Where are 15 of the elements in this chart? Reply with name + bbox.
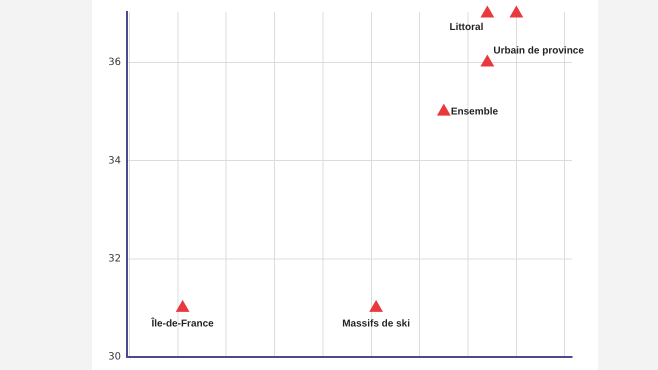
point	[480, 6, 494, 18]
series-label: Ensemble	[450, 106, 498, 118]
point	[510, 6, 523, 18]
point	[437, 104, 450, 116]
y-tick-label: 32	[108, 253, 121, 264]
series-label: Urbain de province	[493, 45, 584, 56]
point	[370, 300, 383, 312]
series-label: Île-de-France	[150, 318, 214, 330]
y-tick-label: 36	[108, 57, 121, 68]
point	[176, 300, 190, 312]
series-label: Littoral	[449, 22, 484, 34]
point	[480, 55, 494, 67]
y-tick-label: 30	[108, 352, 121, 363]
y-tick-label: 34	[108, 155, 121, 166]
series-label: Massifs de ski	[342, 318, 410, 330]
